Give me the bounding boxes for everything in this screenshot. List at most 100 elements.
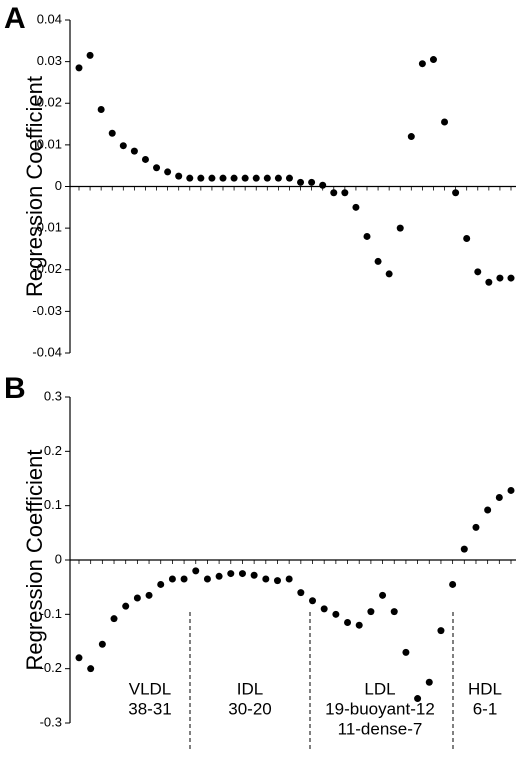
data-point (75, 654, 83, 662)
data-point (320, 605, 328, 613)
data-point (441, 118, 449, 126)
data-point (197, 174, 205, 182)
group-label: 11-dense-7 (338, 719, 423, 738)
data-point (141, 155, 149, 163)
group-label: 19-buoyant-12 (325, 699, 435, 718)
data-point (192, 567, 200, 575)
data-point (145, 591, 153, 599)
data-point (208, 174, 216, 182)
data-point (180, 575, 188, 583)
data-point (352, 203, 360, 211)
y-tick-label: -0.02 (32, 261, 62, 276)
data-point (507, 274, 515, 282)
y-tick-label: -0.1 (40, 606, 62, 621)
data-point (110, 615, 118, 623)
group-separators (189, 612, 454, 750)
data-point (215, 572, 223, 580)
data-point (332, 610, 340, 618)
data-point (496, 274, 504, 282)
data-point (219, 174, 227, 182)
data-point (308, 178, 316, 186)
y-tick-label: -0.01 (32, 220, 62, 235)
data-point (157, 580, 165, 588)
data-point (263, 174, 271, 182)
data-point (355, 621, 363, 629)
y-tick-label: -0.04 (32, 344, 62, 359)
data-point (87, 665, 95, 673)
y-axis-label: Regression Coefficient (22, 76, 47, 297)
data-point (130, 147, 138, 155)
data-point (238, 570, 246, 578)
data-point (273, 577, 281, 585)
data-point (309, 597, 317, 605)
data-point (168, 575, 176, 583)
data-point (203, 575, 211, 583)
data-point (363, 232, 371, 240)
data-point (374, 257, 382, 265)
y-tick-label: 0.02 (37, 95, 62, 110)
panel-label: B (4, 372, 26, 405)
data-point (449, 580, 457, 588)
data-point (97, 105, 105, 113)
data-point (407, 133, 415, 141)
data-point (252, 174, 260, 182)
data-point (437, 627, 445, 635)
data-point (250, 571, 258, 579)
data-point (122, 602, 130, 610)
data-point (164, 168, 172, 176)
data-point (297, 589, 305, 597)
group-label: HDL (468, 679, 502, 698)
group-label: IDL (237, 679, 263, 698)
y-tick-label: -0.3 (40, 714, 62, 729)
y-tick-label: 0.01 (37, 136, 62, 151)
data-point (175, 172, 183, 180)
group-label: LDL (364, 679, 395, 698)
data-point (390, 608, 398, 616)
data-point (429, 56, 437, 64)
panel-label: A (4, 2, 26, 35)
y-tick-label: 0 (55, 551, 62, 566)
data-point (133, 594, 141, 602)
data-point (452, 189, 460, 197)
y-tick-label: 0.3 (44, 388, 62, 403)
data-point (98, 640, 106, 648)
data-point (319, 181, 327, 189)
data-point (285, 575, 293, 583)
data-point (507, 486, 515, 494)
y-tick-label: 0.04 (37, 11, 62, 26)
data-point (402, 648, 410, 656)
data-point (379, 591, 387, 599)
data-point (396, 224, 404, 232)
data-point (495, 494, 503, 502)
data-point (274, 174, 282, 182)
data-point (241, 174, 249, 182)
data-point (367, 608, 375, 616)
data-point (344, 618, 352, 626)
group-label: 6-1 (473, 699, 498, 718)
group-label: 38-31 (128, 699, 171, 718)
data-point (227, 570, 235, 578)
data-point (119, 142, 127, 150)
data-point (418, 60, 426, 68)
data-point (425, 678, 433, 686)
y-axis-label: Regression Coefficient (22, 450, 47, 671)
data-point (230, 174, 238, 182)
data-point (472, 523, 480, 531)
y-tick-label: 0 (55, 178, 62, 193)
y-tick-label: 0.03 (37, 53, 62, 68)
y-tick-label: 0.1 (44, 497, 62, 512)
data-point (385, 270, 393, 278)
data-point (297, 178, 305, 186)
group-label: VLDL (129, 679, 172, 698)
data-point (186, 174, 194, 182)
data-point (262, 575, 270, 583)
y-tick-label: -0.2 (40, 660, 62, 675)
data-point (86, 51, 94, 59)
data-point (108, 129, 116, 137)
y-tick-label: -0.03 (32, 303, 62, 318)
data-point (463, 235, 471, 243)
y-tick-label: 0.2 (44, 443, 62, 458)
data-point (484, 506, 492, 514)
data-point (485, 278, 493, 286)
